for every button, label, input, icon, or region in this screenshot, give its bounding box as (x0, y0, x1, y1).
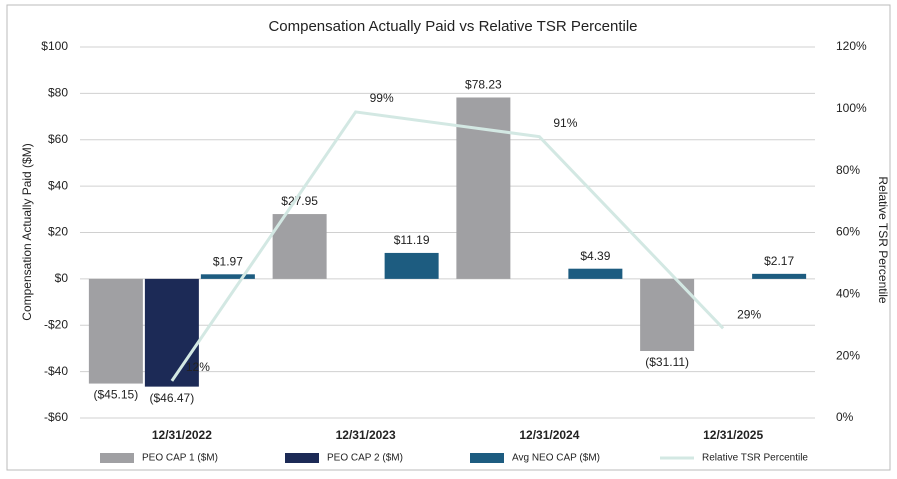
data-label: 12% (186, 360, 210, 374)
data-label: $4.39 (580, 249, 610, 263)
x-tick-label: 12/31/2023 (336, 428, 396, 442)
data-label: $27.95 (281, 194, 318, 208)
legend-label: Avg NEO CAP ($M) (512, 453, 600, 464)
y2-axis-title: Relative TSR Percentile (876, 176, 890, 303)
bar (144, 278, 199, 387)
y2-tick-label: 20% (836, 348, 860, 362)
legend-label: Relative TSR Percentile (702, 453, 808, 464)
y-tick-label: $20 (48, 225, 68, 239)
x-tick-label: 12/31/2024 (519, 428, 579, 442)
data-label: ($46.47) (150, 391, 195, 405)
legend-swatch (100, 453, 134, 463)
y-tick-label: $80 (48, 86, 68, 100)
legend-swatch (285, 453, 319, 463)
bar (272, 214, 327, 279)
y-axis-title: Compensation Actually Paid ($M) (20, 143, 34, 320)
legend-label: PEO CAP 2 ($M) (327, 453, 403, 464)
bar (752, 273, 807, 279)
bar (384, 252, 439, 279)
legend-label: PEO CAP 1 ($M) (142, 453, 218, 464)
chart-title: Compensation Actually Paid vs Relative T… (268, 18, 637, 35)
bar (568, 268, 623, 279)
y-tick-label: $100 (41, 39, 68, 53)
x-tick-label: 12/31/2022 (152, 428, 212, 442)
y2-tick-label: 120% (836, 39, 867, 53)
data-label: $11.19 (394, 233, 430, 247)
y-tick-label: $60 (48, 132, 68, 146)
data-label: ($45.15) (94, 388, 139, 402)
bar (456, 97, 511, 279)
line (170, 110, 725, 382)
bar (88, 278, 143, 384)
data-label: 99% (370, 91, 394, 105)
y-tick-label: $40 (48, 178, 68, 192)
data-label: $78.23 (465, 78, 502, 92)
y-tick-label: -$40 (44, 364, 68, 378)
y-tick-label: -$20 (44, 317, 68, 331)
y2-tick-label: 40% (836, 287, 860, 301)
y2-tick-label: 60% (836, 225, 860, 239)
data-label: $1.97 (213, 254, 243, 268)
y-tick-label: -$60 (44, 410, 68, 424)
y2-tick-label: 0% (836, 410, 854, 424)
legend-swatch (470, 453, 504, 463)
bar (200, 274, 255, 279)
data-label: $2.17 (764, 254, 794, 268)
data-label: ($31.11) (645, 355, 689, 369)
chart-border (6, 4, 891, 471)
bar (640, 278, 695, 352)
data-label: 29% (737, 308, 761, 322)
data-label: 91% (553, 116, 577, 130)
x-tick-label: 12/31/2025 (703, 428, 763, 442)
y2-tick-label: 100% (836, 101, 867, 115)
y2-tick-label: 80% (836, 163, 860, 177)
y-tick-label: $0 (55, 271, 69, 285)
